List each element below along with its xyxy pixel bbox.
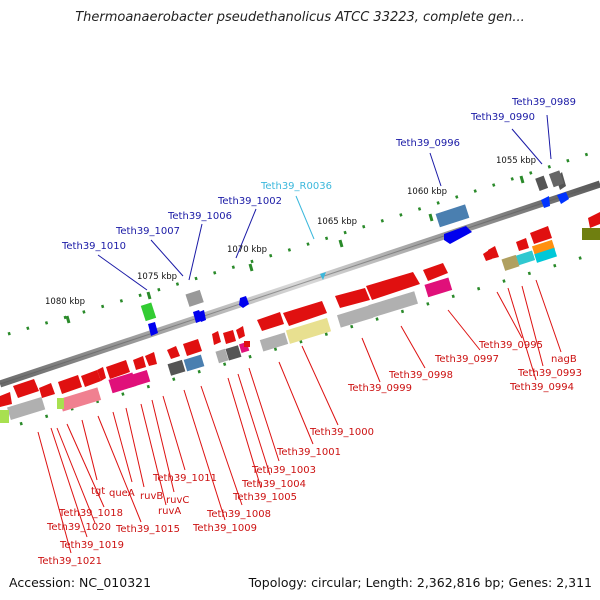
label-teth39-1010[interactable]: Teth39_1010 xyxy=(61,241,126,252)
scale-label-1060: 1060 kbp xyxy=(407,187,447,197)
lower-strand-genes xyxy=(0,212,600,423)
label-teth39-0994[interactable]: Teth39_0994 xyxy=(509,382,574,393)
label-teth39-1004[interactable]: Teth39_1004 xyxy=(241,479,306,490)
lower-leader-lines xyxy=(37,279,562,554)
gene-teth39-1011[interactable] xyxy=(167,346,180,359)
scale-label-1070: 1070 kbp xyxy=(227,245,267,255)
gene-ruvb[interactable] xyxy=(106,360,130,379)
scale-label-1065: 1065 kbp xyxy=(317,217,357,227)
label-teth39-1020[interactable]: Teth39_1020 xyxy=(46,522,111,533)
gene-teth39-1020[interactable] xyxy=(0,392,12,407)
upper-leader-lines xyxy=(97,114,552,291)
label-teth39-1003[interactable]: Teth39_1003 xyxy=(251,465,316,476)
label-teth39-1002[interactable]: Teth39_1002 xyxy=(217,196,282,207)
gene-quea[interactable] xyxy=(81,370,101,387)
gene-teth39-1008[interactable] xyxy=(183,339,202,356)
label-teth39-0989[interactable]: Teth39_0989 xyxy=(511,97,576,108)
label-teth39-0993[interactable]: Teth39_0993 xyxy=(517,368,582,379)
gene-ruvc[interactable] xyxy=(145,352,157,366)
gene-teth39-1006[interactable] xyxy=(185,289,204,307)
gene-ruva[interactable] xyxy=(133,356,146,370)
gene-teth39-0993[interactable] xyxy=(515,250,536,266)
label-ruvc[interactable]: ruvC xyxy=(166,495,189,506)
lower-gene-labels: nagB Teth39_0993 Teth39_0994 Teth39_0995… xyxy=(37,340,582,567)
scale-label-1080: 1080 kbp xyxy=(45,297,85,307)
gene-teth39-1009[interactable] xyxy=(167,359,186,376)
accession-text: Accession: NC_010321 xyxy=(9,575,152,590)
scale-label-1075: 1075 kbp xyxy=(137,272,177,282)
gene-teth39-1018[interactable] xyxy=(13,379,39,398)
label-teth39-1015[interactable]: Teth39_1015 xyxy=(115,524,180,535)
gene-teth39-0996[interactable] xyxy=(435,204,470,228)
label-teth39-0999[interactable]: Teth39_0999 xyxy=(347,383,412,394)
gene-teth39-1015[interactable] xyxy=(39,383,55,398)
scale-label-1055: 1055 kbp xyxy=(496,156,536,166)
rna-teth39-r0036[interactable] xyxy=(320,272,326,280)
gene-teth39-1010[interactable] xyxy=(140,302,157,322)
label-teth39-1006[interactable]: Teth39_1006 xyxy=(167,211,232,222)
genome-info-text: Topology: circular; Length: 2,362,816 bp… xyxy=(248,575,592,590)
label-teth39-1005[interactable]: Teth39_1005 xyxy=(232,492,297,503)
scale-labels: 1055 kbp 1060 kbp 1065 kbp 1070 kbp 1075… xyxy=(45,156,536,307)
label-teth39-0996[interactable]: Teth39_0996 xyxy=(395,138,460,149)
gene-teth39-1000[interactable] xyxy=(283,301,327,326)
gene-teth39-0999[interactable] xyxy=(335,288,370,308)
map-title: Thermoanaerobacter pseudethanolicus ATCC… xyxy=(75,10,525,25)
label-teth39-r0036[interactable]: Teth39_R0036 xyxy=(260,181,332,192)
label-teth39-1019[interactable]: Teth39_1019 xyxy=(59,540,124,551)
rna-leader-line xyxy=(295,195,315,240)
label-teth39-0990[interactable]: Teth39_0990 xyxy=(470,112,535,123)
gene-teth39-1001[interactable] xyxy=(257,312,284,331)
label-teth39-1008[interactable]: Teth39_1008 xyxy=(206,509,271,520)
gene-teth39-0990[interactable] xyxy=(557,192,569,204)
label-teth39-0998[interactable]: Teth39_0998 xyxy=(388,370,453,381)
gene-nagb[interactable] xyxy=(530,226,552,244)
label-teth39-1000[interactable]: Teth39_1000 xyxy=(309,427,374,438)
label-teth39-0997[interactable]: Teth39_0997 xyxy=(434,354,499,365)
gene-teth39-1005[interactable] xyxy=(225,345,242,361)
gene-teth39-0994[interactable] xyxy=(516,238,529,251)
label-teth39-0995[interactable]: Teth39_0995 xyxy=(478,340,543,351)
upper-gene-labels: Teth39_0989 Teth39_0990 Teth39_0996 Teth… xyxy=(61,97,576,252)
label-teth39-1011[interactable]: Teth39_1011 xyxy=(152,473,217,484)
gene-teth39-1002[interactable] xyxy=(239,296,249,308)
upper-strand-genes xyxy=(140,170,569,336)
gene-teth39-1004[interactable] xyxy=(223,330,236,344)
label-teth39-1021[interactable]: Teth39_1021 xyxy=(37,556,102,567)
gene-teth39-0998[interactable] xyxy=(366,272,420,300)
label-quea[interactable]: queA xyxy=(109,488,135,499)
label-teth39-1007[interactable]: Teth39_1007 xyxy=(115,226,180,237)
label-teth39-1001[interactable]: Teth39_1001 xyxy=(276,447,341,458)
label-tgt[interactable]: tgt xyxy=(91,486,105,497)
gene-teth39-0997[interactable] xyxy=(423,263,448,281)
label-nagb[interactable]: nagB xyxy=(551,354,577,365)
gene-tgt[interactable] xyxy=(58,375,82,394)
label-teth39-1009[interactable]: Teth39_1009 xyxy=(192,523,257,534)
scale-major-ticks xyxy=(65,175,525,324)
label-ruvb[interactable]: ruvB xyxy=(140,491,163,502)
label-teth39-1018[interactable]: Teth39_1018 xyxy=(58,508,123,519)
label-ruva[interactable]: ruvA xyxy=(158,506,181,517)
